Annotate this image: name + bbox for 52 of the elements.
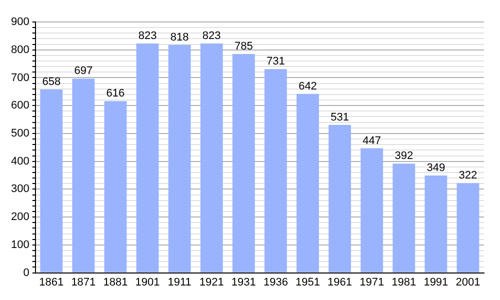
data-label: 322 bbox=[458, 170, 478, 182]
y-tick-label: 600 bbox=[10, 100, 30, 112]
x-tick-label: 1931 bbox=[231, 276, 256, 288]
y-tick-label: 300 bbox=[10, 183, 30, 196]
x-tick-label: 1901 bbox=[135, 276, 160, 288]
y-tick-label: 500 bbox=[10, 128, 30, 140]
data-label: 785 bbox=[234, 40, 253, 53]
x-tick-label: 1991 bbox=[424, 276, 448, 288]
x-tick-label: 2001 bbox=[456, 276, 480, 288]
y-tick-label: 200 bbox=[10, 211, 30, 224]
bar bbox=[264, 69, 287, 272]
data-label: 531 bbox=[330, 111, 349, 124]
bar bbox=[72, 78, 95, 272]
y-tick-label: 700 bbox=[10, 72, 30, 84]
x-tick-label: 1861 bbox=[39, 276, 64, 288]
bar bbox=[168, 44, 191, 272]
bar bbox=[136, 43, 159, 272]
data-label: 349 bbox=[426, 162, 446, 174]
bar bbox=[424, 176, 448, 272]
bar bbox=[296, 94, 319, 272]
data-label: 697 bbox=[74, 65, 93, 78]
x-tick-label: 1921 bbox=[199, 276, 224, 288]
y-tick-label: 0 bbox=[23, 266, 30, 279]
x-tick-label: 1961 bbox=[328, 276, 352, 288]
data-label: 818 bbox=[170, 31, 189, 44]
x-tick-label: 1871 bbox=[71, 276, 96, 288]
bar bbox=[328, 124, 352, 272]
data-label: 731 bbox=[266, 56, 285, 68]
data-label: 658 bbox=[42, 76, 61, 88]
x-tick-label: 1881 bbox=[103, 276, 128, 288]
x-tick-label: 1936 bbox=[263, 276, 288, 288]
bar bbox=[200, 43, 223, 272]
x-tick-label: 1951 bbox=[296, 276, 320, 288]
bar bbox=[360, 148, 384, 272]
data-label: 823 bbox=[138, 30, 157, 42]
y-tick-label: 900 bbox=[10, 16, 30, 28]
data-label: 447 bbox=[362, 134, 382, 147]
bar bbox=[392, 164, 416, 272]
bar bbox=[40, 89, 63, 272]
data-label: 392 bbox=[394, 150, 414, 162]
bar bbox=[104, 101, 127, 272]
x-tick-label: 1971 bbox=[360, 276, 384, 288]
bar bbox=[456, 183, 480, 272]
data-label: 642 bbox=[298, 80, 317, 92]
x-tick-label: 1911 bbox=[168, 276, 192, 288]
y-tick-label: 400 bbox=[10, 155, 30, 168]
data-label: 616 bbox=[106, 88, 125, 100]
data-label: 823 bbox=[202, 30, 221, 42]
bar bbox=[232, 54, 255, 272]
y-tick-label: 800 bbox=[10, 44, 30, 56]
y-tick-label: 100 bbox=[10, 238, 30, 251]
x-tick-label: 1981 bbox=[392, 276, 416, 288]
